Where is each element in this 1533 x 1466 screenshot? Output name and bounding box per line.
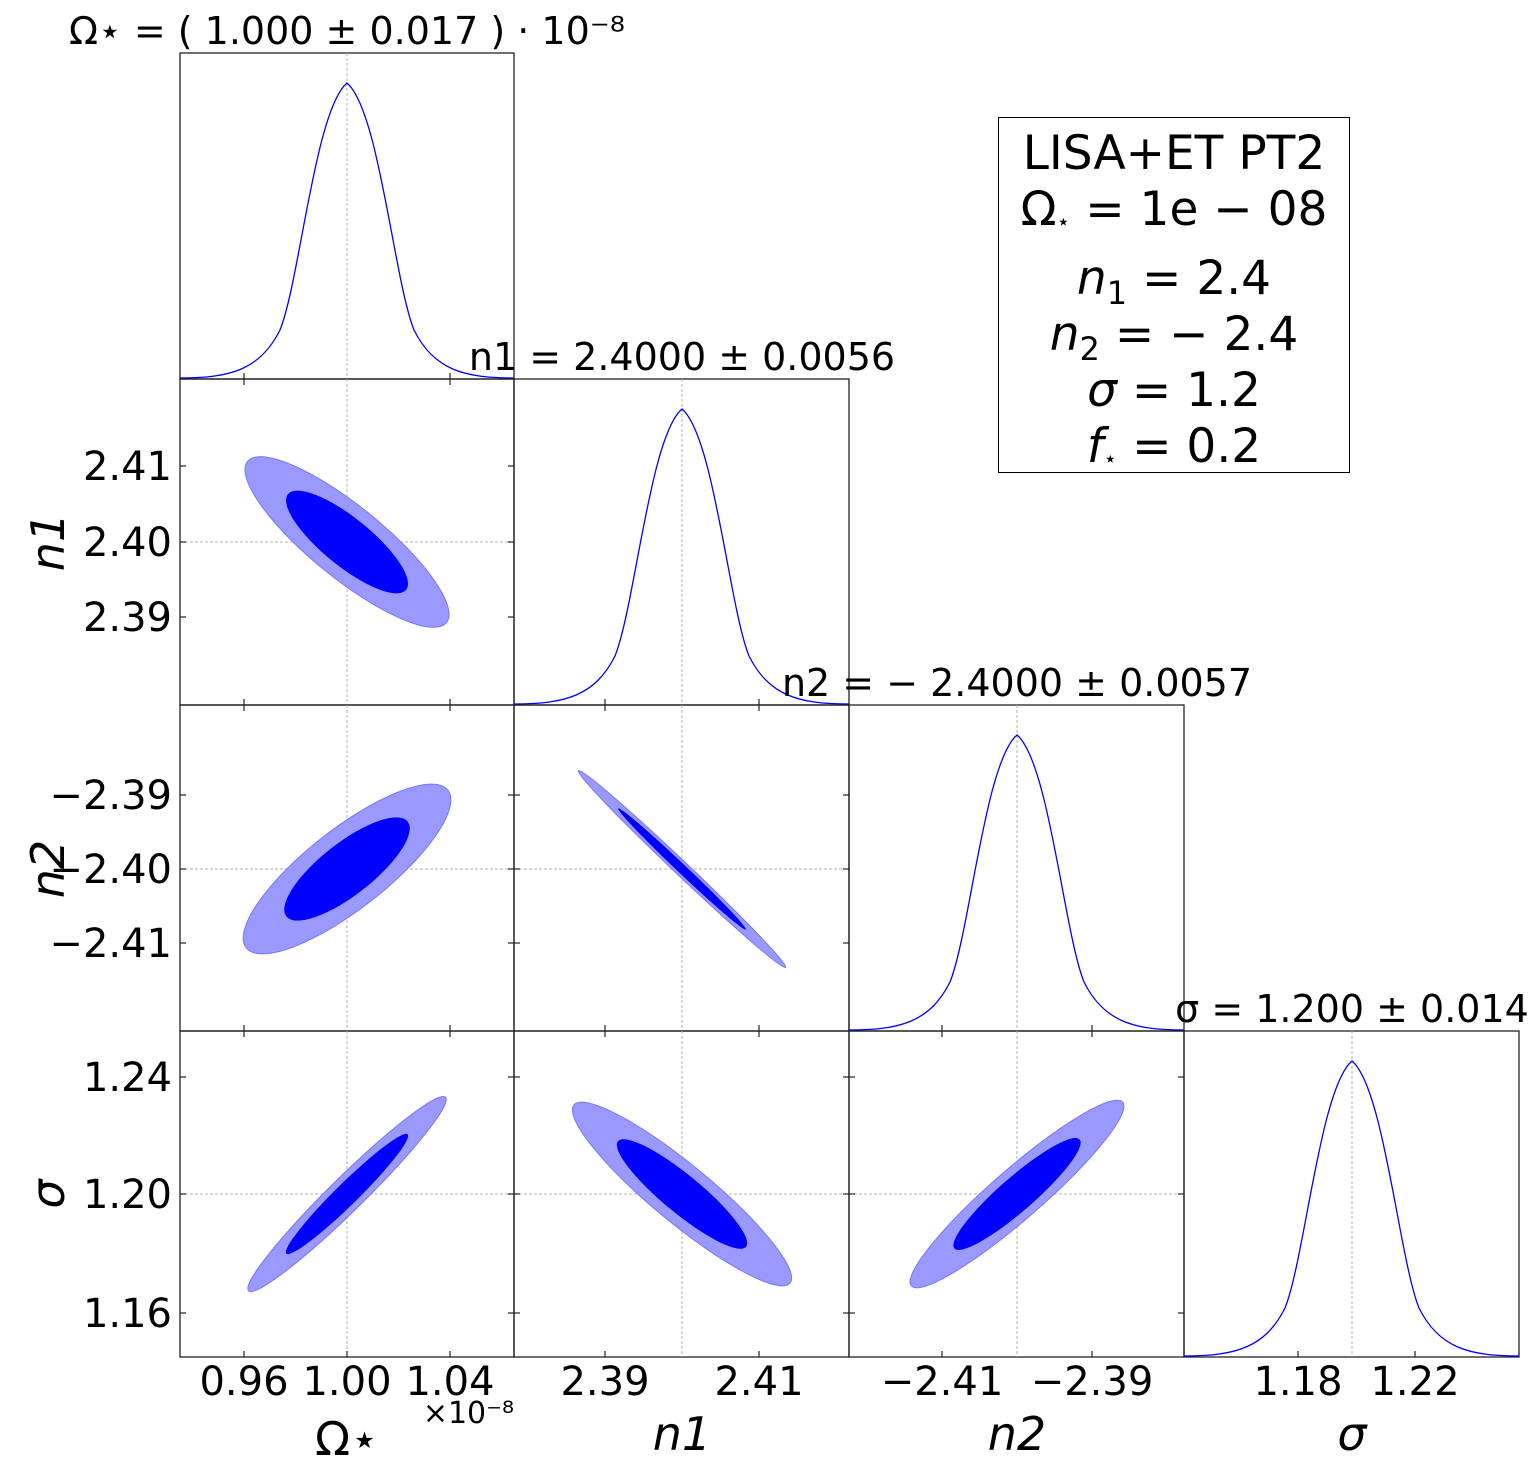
contour-68 bbox=[284, 817, 410, 921]
title-n2: n2 = − 2.4000 ± 0.0057 bbox=[782, 661, 1252, 705]
xlabel-sigma: σ bbox=[1337, 1407, 1368, 1461]
ylabel-sigma: σ bbox=[21, 1178, 75, 1209]
f-value: = 0.2 bbox=[1132, 419, 1262, 474]
ytick-label: −2.40 bbox=[49, 847, 172, 893]
n1-pdf-curve bbox=[513, 408, 850, 705]
panel-n1-sigma bbox=[513, 1030, 850, 1358]
ytick-label: −2.41 bbox=[49, 921, 172, 967]
xticks-sigma: 1.18 1.22 bbox=[1253, 1359, 1459, 1405]
legend-box: LISA+ET PT2 Ω⋆ = 1e − 08 n1 = 2.4 n2 = −… bbox=[998, 117, 1350, 474]
f-symbol: f bbox=[1086, 419, 1104, 474]
yticks-n2: −2.39 −2.40 −2.41 bbox=[49, 773, 172, 967]
contour-68 bbox=[618, 808, 746, 930]
ytick-label: 1.20 bbox=[83, 1172, 172, 1218]
ytick-label: 2.41 bbox=[83, 444, 172, 490]
xlabel-omega: Ω⋆ bbox=[315, 1412, 379, 1466]
ytick-label: 2.39 bbox=[83, 595, 172, 641]
n2-subscript: 2 bbox=[1079, 330, 1100, 368]
n2-symbol: n bbox=[1049, 307, 1080, 362]
contour-68 bbox=[616, 1139, 748, 1249]
ylabel-n2: n2 bbox=[21, 840, 75, 898]
xticks-n1: 2.39 2.41 bbox=[560, 1359, 803, 1405]
contour-68 bbox=[286, 490, 408, 594]
n1-symbol: n bbox=[1076, 251, 1107, 306]
title-omega: Ω⋆ = ( 1.000 ± 0.017 ) · 10⁻⁸ bbox=[69, 9, 625, 53]
omega-pdf-curve bbox=[179, 82, 515, 379]
ytick-label: 1.24 bbox=[83, 1055, 172, 1101]
panel-n1-marginal bbox=[513, 378, 850, 706]
ytick-label: 2.40 bbox=[83, 520, 172, 566]
sigma-value: = 1.2 bbox=[1131, 363, 1261, 418]
xtick-label: 2.39 bbox=[560, 1359, 649, 1405]
legend-n2: n2 = − 2.4 bbox=[999, 307, 1349, 365]
title-n1: n1 = 2.4000 ± 0.0056 bbox=[469, 335, 895, 379]
omega-offset-label: ×10⁻⁸ bbox=[423, 1396, 514, 1431]
ytick-label: −2.39 bbox=[49, 773, 172, 819]
omega-value: = 1e − 08 bbox=[1085, 182, 1328, 237]
sigma-symbol: σ bbox=[1087, 363, 1117, 418]
panel-omega-marginal bbox=[179, 52, 515, 380]
xtick-label: 2.41 bbox=[714, 1359, 803, 1405]
panel-sigma-marginal bbox=[1183, 1030, 1520, 1358]
panel-n2-sigma bbox=[848, 1030, 1185, 1358]
n2-value: = − 2.4 bbox=[1114, 307, 1299, 362]
yticks-sigma: 1.24 1.20 1.16 bbox=[83, 1055, 172, 1337]
xtick-label: −2.39 bbox=[1031, 1359, 1154, 1405]
xlabel-n1: n1 bbox=[653, 1407, 711, 1461]
panel-n1-n2 bbox=[513, 704, 850, 1032]
panel-omega-n2 bbox=[179, 704, 515, 1032]
ytick-label: 1.16 bbox=[83, 1291, 172, 1337]
xtick-label: 1.18 bbox=[1253, 1359, 1342, 1405]
xtick-label: 1.00 bbox=[302, 1359, 391, 1405]
sigma-pdf-curve bbox=[1183, 1060, 1520, 1357]
n1-value: = 2.4 bbox=[1142, 251, 1272, 306]
n2-pdf-curve bbox=[848, 734, 1185, 1031]
legend-title: LISA+ET PT2 bbox=[1022, 126, 1326, 181]
legend-omega: Ω⋆ = 1e − 08 bbox=[999, 182, 1349, 251]
contour-68 bbox=[953, 1138, 1081, 1250]
xtick-label: 1.04 bbox=[405, 1359, 494, 1405]
xticks-n2: −2.41 −2.39 bbox=[881, 1359, 1154, 1405]
yticks-n1: 2.41 2.40 2.39 bbox=[83, 444, 172, 641]
omega-symbol: Ω bbox=[1020, 182, 1057, 237]
panel-omega-sigma bbox=[179, 1030, 515, 1358]
star-icon: ⋆ bbox=[1056, 210, 1071, 235]
ylabel-n1: n1 bbox=[21, 513, 75, 571]
xtick-label: −2.41 bbox=[881, 1359, 1004, 1405]
xlabel-n2: n2 bbox=[988, 1407, 1046, 1461]
title-sigma: σ = 1.200 ± 0.014 bbox=[1175, 987, 1529, 1031]
xticks-omega: 0.96 1.00 1.04 bbox=[199, 1359, 494, 1405]
legend-sigma: σ = 1.2 bbox=[999, 363, 1349, 419]
n1-subscript: 1 bbox=[1106, 274, 1128, 312]
legend-n1: n1 = 2.4 bbox=[999, 251, 1349, 309]
star-icon: ⋆ bbox=[1103, 447, 1118, 472]
xtick-label: 1.22 bbox=[1370, 1359, 1459, 1405]
xtick-label: 0.96 bbox=[199, 1359, 288, 1405]
panel-omega-n1 bbox=[179, 378, 515, 706]
legend-f: f⋆ = 0.2 bbox=[999, 419, 1349, 488]
panel-n2-marginal bbox=[848, 704, 1185, 1032]
contour-68 bbox=[285, 1133, 409, 1255]
